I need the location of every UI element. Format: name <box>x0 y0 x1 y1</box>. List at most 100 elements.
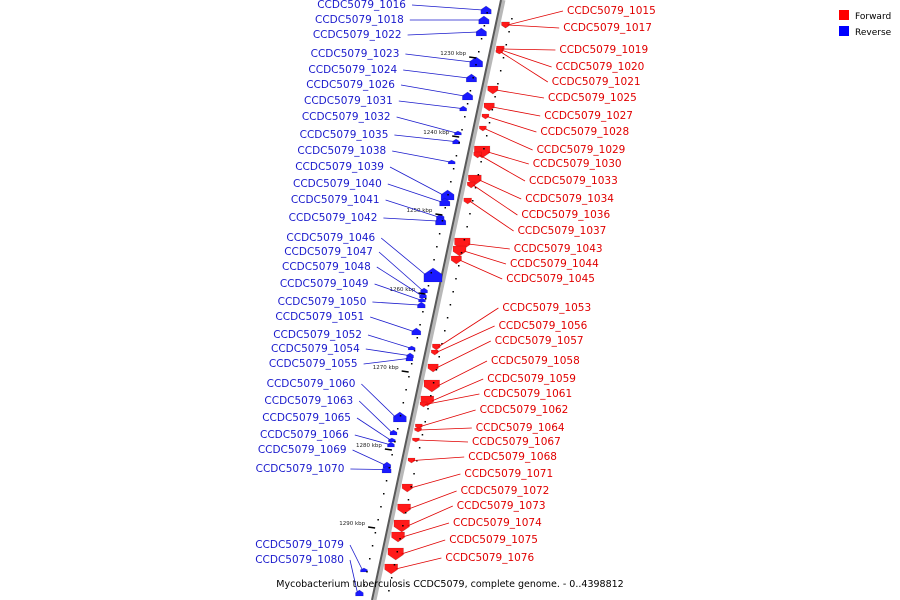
kbp-tick-mark <box>384 448 392 451</box>
legend-reverse-label: Reverse <box>855 28 892 38</box>
forward-gene-leader <box>492 106 541 117</box>
reverse-gene-CCDC5079_1024 <box>466 74 477 82</box>
minor-tick <box>466 226 468 228</box>
reverse-gene-label: CCDC5079_1069 <box>258 444 347 456</box>
minor-tick <box>418 447 421 449</box>
minor-tick <box>435 369 438 371</box>
forward-gene-label: CCDC5079_1019 <box>559 44 648 56</box>
forward-gene-CCDC5079_1028 <box>481 114 489 119</box>
minor-tick <box>407 499 410 501</box>
reverse-gene-leader <box>367 334 411 349</box>
reverse-gene-leader <box>389 166 444 196</box>
reverse-gene-CCDC5079_1016 <box>480 6 492 14</box>
minor-tick <box>385 480 388 482</box>
forward-gene-CCDC5079_1076 <box>384 564 398 574</box>
forward-gene-label: CCDC5079_1057 <box>495 335 584 347</box>
forward-gene-label: CCDC5079_1020 <box>556 61 645 73</box>
minor-tick <box>455 155 458 157</box>
forward-gene-label: CCDC5079_1062 <box>480 404 569 416</box>
forward-gene-CCDC5079_1072-outline <box>397 503 411 515</box>
forward-gene-leader <box>500 51 549 83</box>
forward-gene-label: CCDC5079_1061 <box>483 388 572 400</box>
forward-gene-label: CCDC5079_1074 <box>453 517 542 529</box>
forward-gene-CCDC5079_1037 <box>463 198 472 204</box>
minor-tick <box>416 460 418 462</box>
reverse-gene-CCDC5079_1018 <box>478 16 490 24</box>
forward-gene-leader <box>437 307 499 348</box>
forward-gene-CCDC5079_1033-outline <box>473 151 482 159</box>
forward-gene-leader <box>402 522 450 538</box>
minor-tick <box>390 577 393 579</box>
minor-tick <box>366 571 368 573</box>
reverse-gene-leader <box>358 400 393 433</box>
forward-gene-label: CCDC5079_1059 <box>487 373 576 385</box>
minor-tick <box>452 168 455 170</box>
minor-tick <box>505 44 508 46</box>
forward-gene-label: CCDC5079_1068 <box>468 451 557 463</box>
forward-gene-CCDC5079_1071-outline <box>401 483 413 493</box>
reverse-gene-CCDC5079_1023 <box>469 57 483 67</box>
reverse-gene-label: CCDC5079_1042 <box>289 212 378 224</box>
forward-gene-label: CCDC5079_1036 <box>521 209 610 221</box>
reverse-gene-label: CCDC5079_1039 <box>295 161 384 173</box>
minor-tick <box>427 408 429 410</box>
minor-tick <box>391 454 393 456</box>
minor-tick <box>410 486 413 488</box>
minor-tick <box>488 122 491 124</box>
forward-gene-label: CCDC5079_1033 <box>529 175 618 187</box>
reverse-gene-label: CCDC5079_1065 <box>262 412 351 424</box>
reverse-gene-leader <box>407 31 479 36</box>
minor-tick <box>396 428 399 430</box>
forward-gene-CCDC5079_1061-outline <box>419 401 428 408</box>
reverse-gene-CCDC5079_1018-outline <box>478 15 490 25</box>
minor-tick <box>432 382 435 384</box>
forward-gene-leader <box>501 49 552 68</box>
forward-gene-CCDC5079_1053 <box>432 344 441 350</box>
reverse-gene-leader <box>354 434 390 445</box>
minor-tick <box>466 103 469 105</box>
reverse-gene-CCDC5079_1055 <box>405 356 413 361</box>
forward-gene-CCDC5079_1058-outline <box>423 379 440 393</box>
forward-gene-CCDC5079_1025 <box>487 86 499 94</box>
forward-gene-label: CCDC5079_1025 <box>548 92 637 104</box>
minor-tick <box>508 31 510 33</box>
map-caption: Mycobacterium tuberculosis CCDC5079, com… <box>276 579 623 590</box>
reverse-gene-CCDC5079_1023-outline <box>469 56 483 68</box>
forward-gene-leader <box>410 473 461 489</box>
reverse-gene-CCDC5079_1042 <box>435 217 446 225</box>
minor-tick <box>413 473 415 475</box>
forward-gene-label: CCDC5079_1030 <box>533 158 622 170</box>
forward-gene-label: CCDC5079_1015 <box>567 5 656 17</box>
reverse-gene-leader <box>405 53 472 63</box>
reverse-gene-CCDC5079_1079-outline <box>360 567 368 573</box>
forward-gene-leader <box>463 250 507 265</box>
reverse-gene-CCDC5079_1047-outline <box>420 287 428 294</box>
forward-gene-CCDC5079_1021 <box>495 50 503 54</box>
minor-tick <box>413 350 416 352</box>
minor-tick <box>486 12 488 14</box>
minor-tick <box>424 298 427 300</box>
reverse-gene-leader <box>365 348 409 356</box>
reverse-gene-leader <box>372 301 420 306</box>
minor-tick <box>460 252 463 254</box>
reverse-gene-CCDC5079_1063 <box>390 430 398 435</box>
minor-tick <box>369 558 371 560</box>
minor-tick <box>499 70 502 72</box>
forward-gene-CCDC5079_1075 <box>387 548 404 560</box>
forward-gene-CCDC5079_1073-outline <box>393 519 410 533</box>
reverse-gene-label: CCDC5079_1060 <box>267 378 356 390</box>
reverse-gene-CCDC5079_1066 <box>387 442 395 447</box>
forward-gene-label: CCDC5079_1053 <box>502 302 591 314</box>
minor-tick <box>464 116 466 118</box>
forward-gene-CCDC5079_1056-outline <box>430 349 439 356</box>
minor-tick <box>450 181 452 183</box>
minor-tick <box>394 441 396 443</box>
reverse-gene-label: CCDC5079_1016 <box>317 0 406 11</box>
forward-gene-CCDC5079_1037-outline <box>463 197 472 205</box>
forward-gene-CCDC5079_1029-outline <box>479 125 487 132</box>
minor-tick <box>483 25 486 27</box>
minor-tick <box>433 259 435 261</box>
reverse-gene-label: CCDC5079_1054 <box>271 343 360 355</box>
minor-tick <box>447 194 449 196</box>
